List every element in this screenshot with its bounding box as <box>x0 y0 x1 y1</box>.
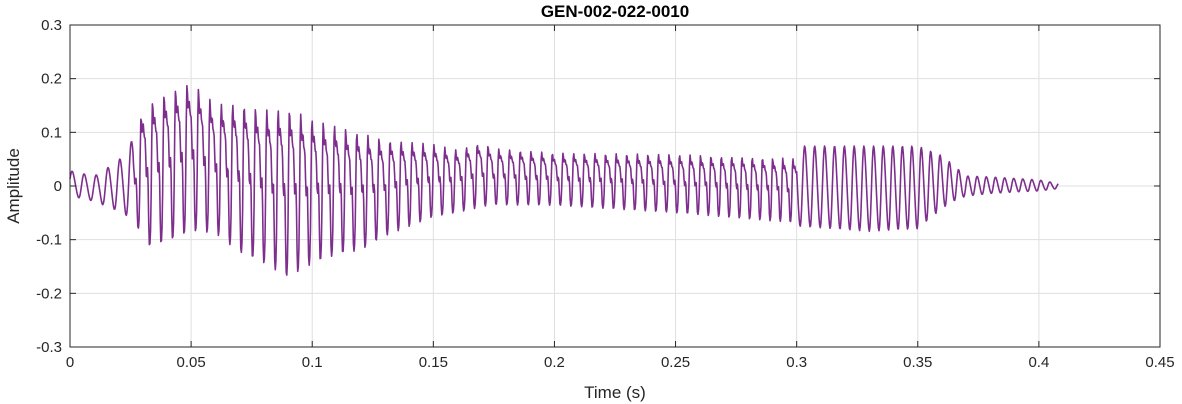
x-tick-label: 0.1 <box>302 354 323 371</box>
ticks: 0 0.05 0.1 0.15 0.2 0.25 0.3 0.35 0.4 0.45 -0.3 -0.… <box>36 17 1174 371</box>
y-tick-label: 0.3 <box>41 17 62 34</box>
signal-line <box>69 84 1059 276</box>
x-tick-label: 0.05 <box>177 354 206 371</box>
x-tick-label: 0.45 <box>1145 354 1174 371</box>
x-tick-label: 0.4 <box>1028 354 1049 371</box>
x-tick-label: 0.2 <box>544 354 565 371</box>
y-axis-label: Amplitude <box>4 148 23 224</box>
plot-area <box>69 84 1059 276</box>
x-axis-label: Time (s) <box>584 383 646 402</box>
x-tick-label: 0.15 <box>419 354 448 371</box>
x-tick-label: 0.25 <box>661 354 690 371</box>
y-tick-label: -0.2 <box>36 285 62 302</box>
chart-title: GEN-002-022-0010 <box>541 2 689 21</box>
y-tick-label: -0.3 <box>36 339 62 356</box>
y-tick-label: 0.1 <box>41 124 62 141</box>
y-tick-label: 0.2 <box>41 71 62 88</box>
y-tick-label: 0 <box>54 178 62 195</box>
x-tick-label: 0.35 <box>903 354 932 371</box>
x-tick-label: 0.3 <box>786 354 807 371</box>
x-tick-label: 0 <box>66 354 74 371</box>
y-tick-label: -0.1 <box>36 232 62 249</box>
